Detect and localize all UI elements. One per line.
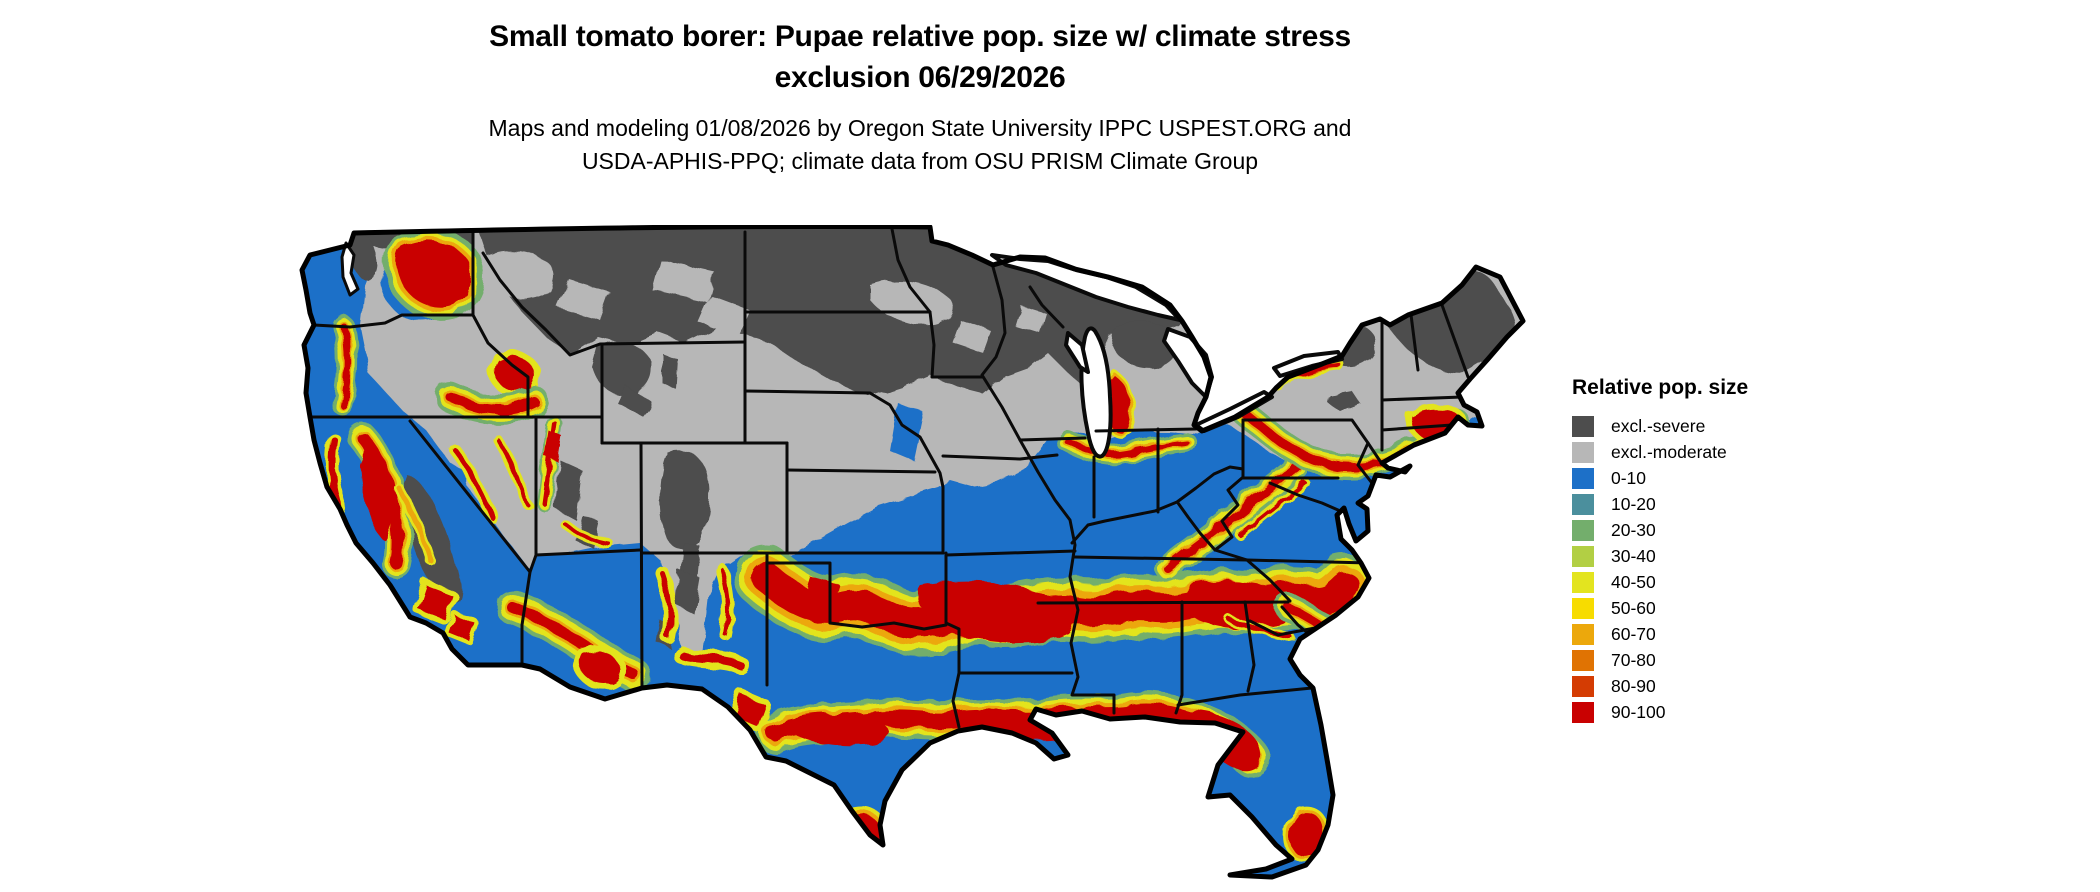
legend-label: excl.-severe <box>1611 416 1706 436</box>
map-title-line2: exclusion 06/29/2026 <box>774 61 1066 94</box>
legend-item-10-20: 10-20 <box>1572 491 1748 517</box>
legend: Relative pop. size excl.-severe excl.-mod… <box>1572 376 1748 725</box>
legend-title: Relative pop. size <box>1572 376 1749 399</box>
map-title-line1: Small tomato borer: Pupae relative pop. … <box>489 20 1351 53</box>
legend-label: 20-30 <box>1611 520 1656 540</box>
legend-item-80-90: 80-90 <box>1572 673 1748 699</box>
legend-item-50-60: 50-60 <box>1572 595 1748 621</box>
green-bay <box>1064 331 1090 374</box>
legend-label: 30-40 <box>1611 546 1656 566</box>
legend-swatch <box>1572 571 1594 593</box>
legend-label: 0-10 <box>1611 468 1647 488</box>
legend-item-20-30: 20-30 <box>1572 517 1748 543</box>
legend-item-90-100: 90-100 <box>1572 699 1748 725</box>
legend-item-40-50: 40-50 <box>1572 569 1748 595</box>
legend-item-excl-moderate: excl.-moderate <box>1572 439 1748 465</box>
legend-swatch <box>1572 519 1594 541</box>
legend-label: 80-90 <box>1611 676 1656 696</box>
legend-label: 60-70 <box>1611 624 1656 644</box>
puget-sound <box>340 241 360 297</box>
legend-swatch <box>1572 493 1594 515</box>
legend-label: 10-20 <box>1611 494 1656 514</box>
legend-swatch <box>1572 701 1594 723</box>
legend-swatch <box>1572 545 1594 567</box>
legend-swatch <box>1572 649 1594 671</box>
map-title: Small tomato borer: Pupae relative pop. … <box>0 16 1840 98</box>
us-outline <box>299 223 1526 880</box>
legend-item-30-40: 30-40 <box>1572 543 1748 569</box>
legend-label: excl.-moderate <box>1611 442 1727 462</box>
legend-swatch <box>1572 623 1594 645</box>
legend-item-excl-severe: excl.-severe <box>1572 413 1748 439</box>
legend-label: 40-50 <box>1611 572 1656 592</box>
lake-ontario <box>1272 350 1344 378</box>
map-subtitle-line1: Maps and modeling 01/08/2026 by Oregon S… <box>488 115 1352 141</box>
legend-label: 90-100 <box>1611 702 1666 722</box>
us-map <box>230 223 1560 885</box>
header: Small tomato borer: Pupae relative pop. … <box>0 16 1840 178</box>
map-subtitle-line2: USDA-APHIS-PPQ; climate data from OSU PR… <box>581 148 1259 174</box>
lake-michigan <box>1079 326 1113 459</box>
legend-item-60-70: 60-70 <box>1572 621 1748 647</box>
legend-item-0-10: 0-10 <box>1572 465 1748 491</box>
legend-swatch <box>1572 467 1594 489</box>
legend-item-70-80: 70-80 <box>1572 647 1748 673</box>
legend-swatch <box>1572 415 1594 437</box>
state-borders <box>308 227 1470 729</box>
map-subtitle: Maps and modeling 01/08/2026 by Oregon S… <box>0 112 1840 178</box>
legend-rows: excl.-severe excl.-moderate 0-10 10-20 20-30… <box>1572 413 1748 725</box>
legend-label: 50-60 <box>1611 598 1656 618</box>
legend-swatch <box>1572 675 1594 697</box>
legend-label: 70-80 <box>1611 650 1656 670</box>
legend-swatch <box>1572 441 1594 463</box>
us-map-svg <box>299 223 1526 880</box>
legend-swatch <box>1572 597 1594 619</box>
